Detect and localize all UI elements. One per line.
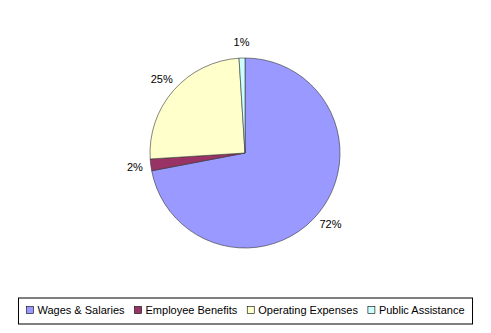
legend-label: Operating Expenses	[258, 304, 358, 316]
legend-swatch	[368, 307, 375, 314]
pie	[150, 58, 340, 248]
legend-label: Public Assistance	[379, 304, 465, 316]
legend: Wages & Salaries Employee Benefits Operati…	[18, 298, 472, 324]
chart: 72% 2% 25% 1% Wages & Salaries Employee Benef…	[0, 0, 491, 333]
data-label: 2%	[127, 161, 143, 173]
data-label: 25%	[151, 73, 173, 85]
pie-slice	[150, 58, 245, 159]
pie-slice	[239, 58, 245, 153]
legend-label: Wages & Salaries	[37, 304, 125, 316]
data-label: 1%	[234, 36, 250, 48]
data-label: 72%	[320, 218, 342, 230]
legend-swatch	[26, 307, 33, 314]
legend-item: Public Assistance	[368, 304, 465, 316]
legend-label: Employee Benefits	[146, 304, 238, 316]
data-labels: 72% 2% 25% 1%	[127, 36, 342, 230]
legend-item: Operating Expenses	[247, 304, 358, 316]
legend-item: Wages & Salaries	[26, 304, 125, 316]
legend-swatch	[135, 307, 142, 314]
legend-frame	[18, 298, 472, 324]
legend-item: Employee Benefits	[135, 304, 238, 316]
legend-swatch	[247, 307, 254, 314]
